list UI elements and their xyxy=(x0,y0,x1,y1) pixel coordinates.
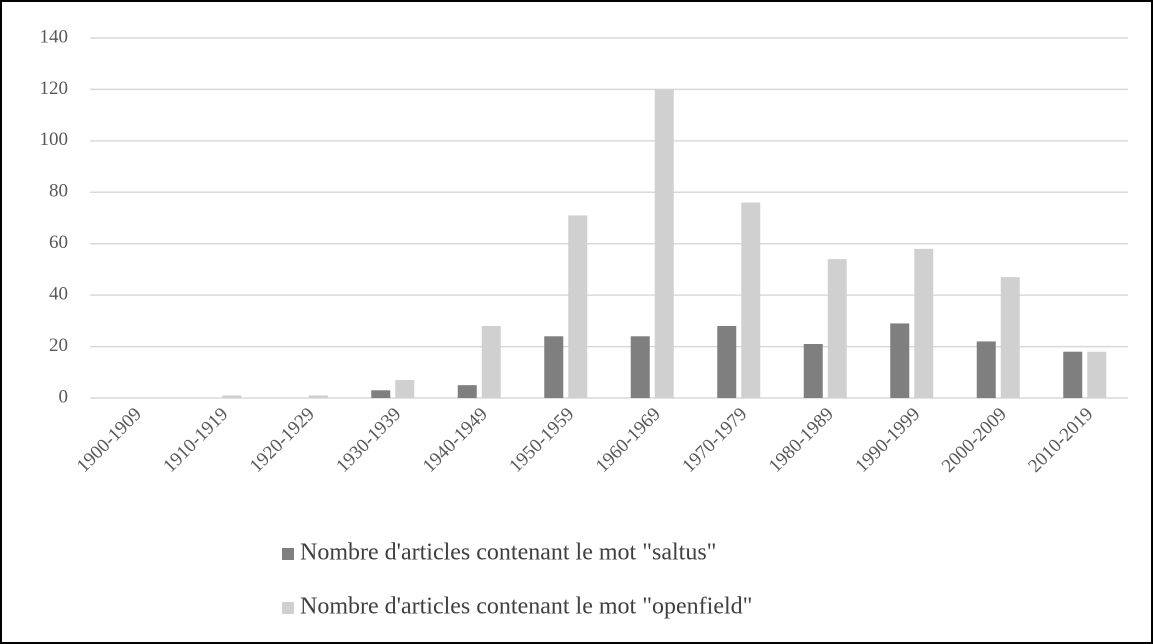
y-tick-label: 20 xyxy=(49,335,68,356)
bar xyxy=(457,385,477,398)
y-tick-label: 0 xyxy=(59,386,69,407)
bar xyxy=(1063,351,1083,398)
legend-swatch xyxy=(282,548,294,560)
bar xyxy=(654,89,674,398)
y-tick-label: 40 xyxy=(49,284,68,305)
bar xyxy=(1000,277,1020,398)
legend-swatch xyxy=(282,602,294,614)
bar xyxy=(976,341,996,398)
bar xyxy=(717,326,737,398)
y-tick-label: 100 xyxy=(40,129,69,150)
bar xyxy=(568,215,588,398)
y-tick-label: 120 xyxy=(40,78,69,99)
bar xyxy=(741,202,761,398)
bar xyxy=(308,395,328,398)
bar xyxy=(630,336,650,398)
bar xyxy=(827,259,847,398)
bar xyxy=(890,323,910,398)
bar xyxy=(544,336,564,398)
y-tick-label: 80 xyxy=(49,181,68,202)
bar xyxy=(222,395,242,398)
y-tick-label: 140 xyxy=(40,26,69,47)
legend-label: Nombre d'articles contenant le mot "salt… xyxy=(300,540,716,566)
bar xyxy=(395,380,415,398)
bar xyxy=(481,326,501,398)
bar xyxy=(914,248,934,398)
bar xyxy=(371,390,391,398)
legend-label: Nombre d'articles contenant le mot "open… xyxy=(300,594,752,620)
bar xyxy=(803,344,823,398)
bar xyxy=(1087,351,1107,398)
y-tick-label: 60 xyxy=(49,232,68,253)
